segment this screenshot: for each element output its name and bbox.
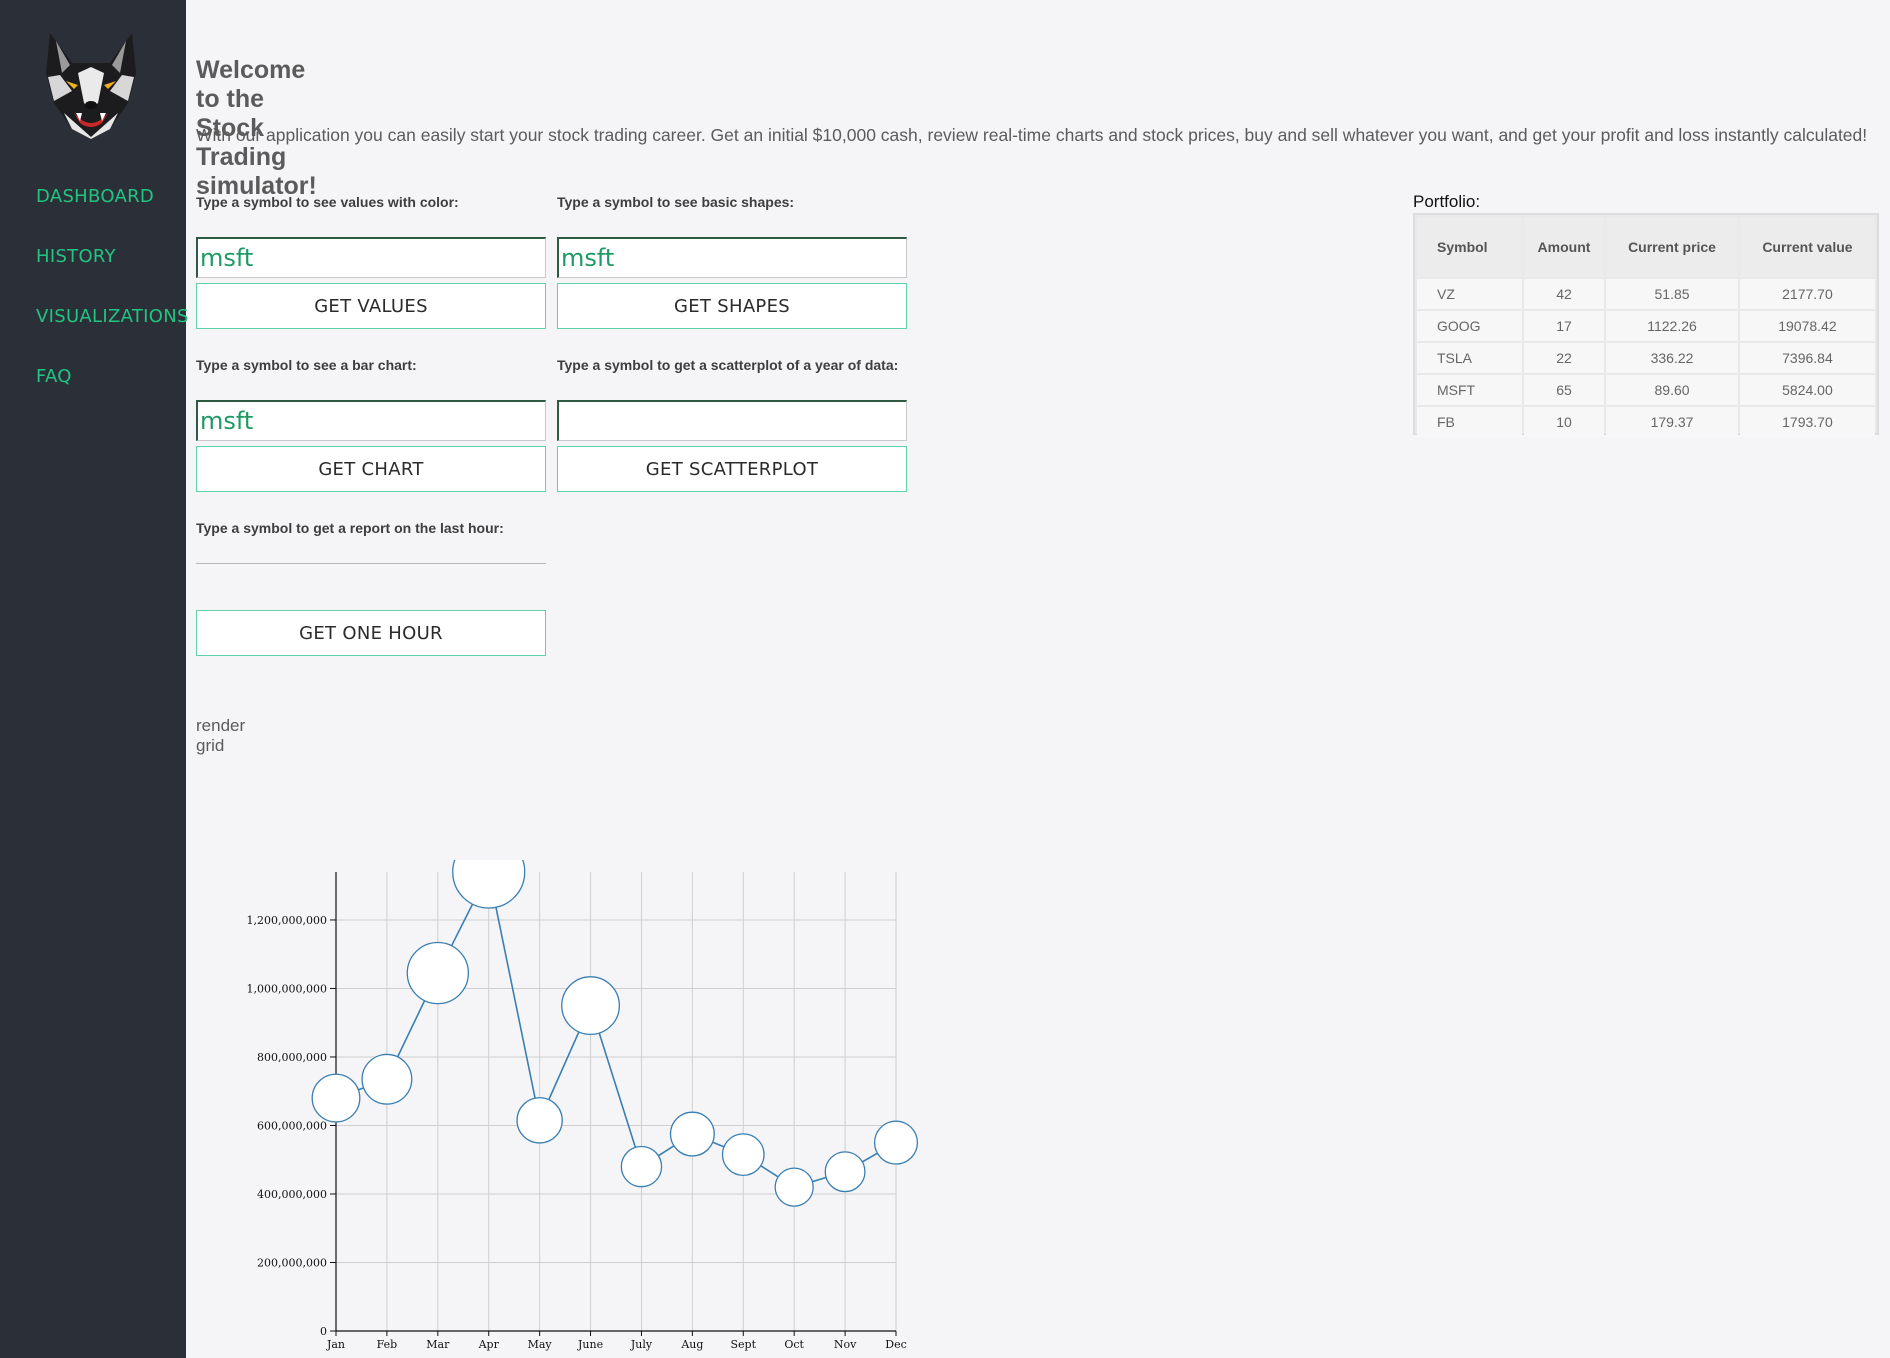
scatterplot-symbol-input[interactable] xyxy=(557,400,907,441)
bar-chart-symbol-input[interactable] xyxy=(196,400,546,441)
x-tick-label: Dec xyxy=(885,1338,907,1351)
cell-value: 19078.42 xyxy=(1739,311,1875,341)
data-point xyxy=(620,1145,663,1188)
cell-price: 89.60 xyxy=(1606,375,1738,405)
cell-symbol: FB xyxy=(1417,407,1522,437)
shapes-symbol-input[interactable] xyxy=(557,237,907,278)
y-tick-label: 1,000,000,000 xyxy=(247,982,327,995)
table-row: TSLA 22 336.22 7396.84 xyxy=(1417,343,1875,373)
data-point xyxy=(824,1151,866,1193)
data-point xyxy=(561,976,620,1036)
portfolio-header-row: Symbol Amount Current price Current valu… xyxy=(1417,217,1875,277)
table-row: GOOG 17 1122.26 19078.42 xyxy=(1417,311,1875,341)
nav-faq[interactable]: FAQ xyxy=(36,366,72,387)
cell-price: 51.85 xyxy=(1606,279,1738,309)
table-row: MSFT 65 89.60 5824.00 xyxy=(1417,375,1875,405)
x-tick-label: Aug xyxy=(680,1338,703,1351)
cell-symbol: TSLA xyxy=(1417,343,1522,373)
header-amount: Amount xyxy=(1523,217,1605,277)
portfolio-title: Portfolio: xyxy=(1413,192,1481,211)
nav-dashboard[interactable]: DASHBOARD xyxy=(36,186,155,207)
y-tick-label: 800,000,000 xyxy=(257,1051,327,1064)
nav-history[interactable]: HISTORY xyxy=(36,246,116,267)
header-current-value: Current value xyxy=(1739,217,1875,277)
intro-text: With our application you can easily star… xyxy=(196,125,1868,145)
get-values-button[interactable]: GET VALUES xyxy=(196,283,546,329)
table-row: FB 10 179.37 1793.70 xyxy=(1417,407,1875,437)
render-grid-text: render grid xyxy=(196,716,246,755)
get-shapes-button[interactable]: GET SHAPES xyxy=(557,283,907,329)
portfolio-table: Symbol Amount Current price Current valu… xyxy=(1415,215,1877,439)
x-tick-label: Sept xyxy=(731,1338,757,1351)
get-scatterplot-button[interactable]: GET SCATTERPLOT xyxy=(557,446,907,492)
y-tick-label: 1,200,000,000 xyxy=(247,914,327,927)
data-point xyxy=(452,860,526,909)
cell-price: 1122.26 xyxy=(1606,311,1738,341)
cell-amount: 22 xyxy=(1523,343,1605,373)
x-tick-label: Mar xyxy=(426,1338,450,1351)
data-point xyxy=(516,1097,563,1144)
data-point xyxy=(406,941,470,1005)
x-tick-label: Oct xyxy=(784,1338,804,1351)
y-tick-label: 400,000,000 xyxy=(257,1188,327,1201)
cell-value: 5824.00 xyxy=(1739,375,1875,405)
cell-amount: 42 xyxy=(1523,279,1605,309)
one-hour-symbol-input[interactable] xyxy=(196,534,546,564)
x-tick-label: Apr xyxy=(478,1338,500,1351)
data-point xyxy=(774,1167,814,1207)
cell-value: 2177.70 xyxy=(1739,279,1875,309)
cell-value: 1793.70 xyxy=(1739,407,1875,437)
wolf-head-icon xyxy=(46,33,136,139)
y-tick-label: 200,000,000 xyxy=(257,1256,327,1269)
data-point xyxy=(311,1073,361,1123)
cell-price: 179.37 xyxy=(1606,407,1738,437)
bar-chart-label: Type a symbol to see a bar chart: xyxy=(196,357,417,373)
header-current-price: Current price xyxy=(1606,217,1738,277)
data-point xyxy=(669,1111,715,1157)
scatterplot-label: Type a symbol to get a scatterplot of a … xyxy=(557,357,899,373)
x-tick-label: Nov xyxy=(834,1338,857,1351)
table-row: VZ 42 51.85 2177.70 xyxy=(1417,279,1875,309)
cell-symbol: VZ xyxy=(1417,279,1522,309)
cell-price: 336.22 xyxy=(1606,343,1738,373)
nav-visualizations[interactable]: VISUALIZATIONS xyxy=(36,306,189,327)
volume-scatter-chart: Jan Feb Mar Apr May June July Aug Sept Oct Nov Dec 0… xyxy=(247,860,919,1351)
values-symbol-input[interactable] xyxy=(196,237,546,278)
y-tick-label: 600,000,000 xyxy=(257,1119,327,1132)
y-tick-label: 0 xyxy=(320,1325,327,1338)
values-label: Type a symbol to see values with color: xyxy=(196,194,459,210)
x-tick-label: May xyxy=(528,1338,553,1351)
cell-value: 7396.84 xyxy=(1739,343,1875,373)
sidebar: DASHBOARD HISTORY VISUALIZATIONS FAQ xyxy=(0,0,189,1358)
portfolio-table-container: Symbol Amount Current price Current valu… xyxy=(1413,213,1879,437)
one-hour-label: Type a symbol to get a report on the las… xyxy=(196,520,504,536)
x-tick-label: Feb xyxy=(377,1338,398,1351)
shapes-label: Type a symbol to see basic shapes: xyxy=(557,194,795,210)
page-title: Welcome to the Stock Trading simulator! xyxy=(196,56,317,200)
get-chart-button[interactable]: GET CHART xyxy=(196,446,546,492)
cell-symbol: GOOG xyxy=(1417,311,1522,341)
cell-amount: 10 xyxy=(1523,407,1605,437)
data-point xyxy=(721,1133,765,1176)
x-tick-label: July xyxy=(630,1338,653,1351)
series-line xyxy=(335,869,897,1189)
get-one-hour-button[interactable]: GET ONE HOUR xyxy=(196,610,546,656)
data-point xyxy=(361,1053,413,1105)
cell-symbol: MSFT xyxy=(1417,375,1522,405)
cell-amount: 65 xyxy=(1523,375,1605,405)
x-tick-label: Jan xyxy=(326,1338,345,1351)
data-point xyxy=(873,1120,919,1165)
header-symbol: Symbol xyxy=(1417,217,1522,277)
cell-amount: 17 xyxy=(1523,311,1605,341)
x-tick-label: June xyxy=(577,1338,603,1351)
